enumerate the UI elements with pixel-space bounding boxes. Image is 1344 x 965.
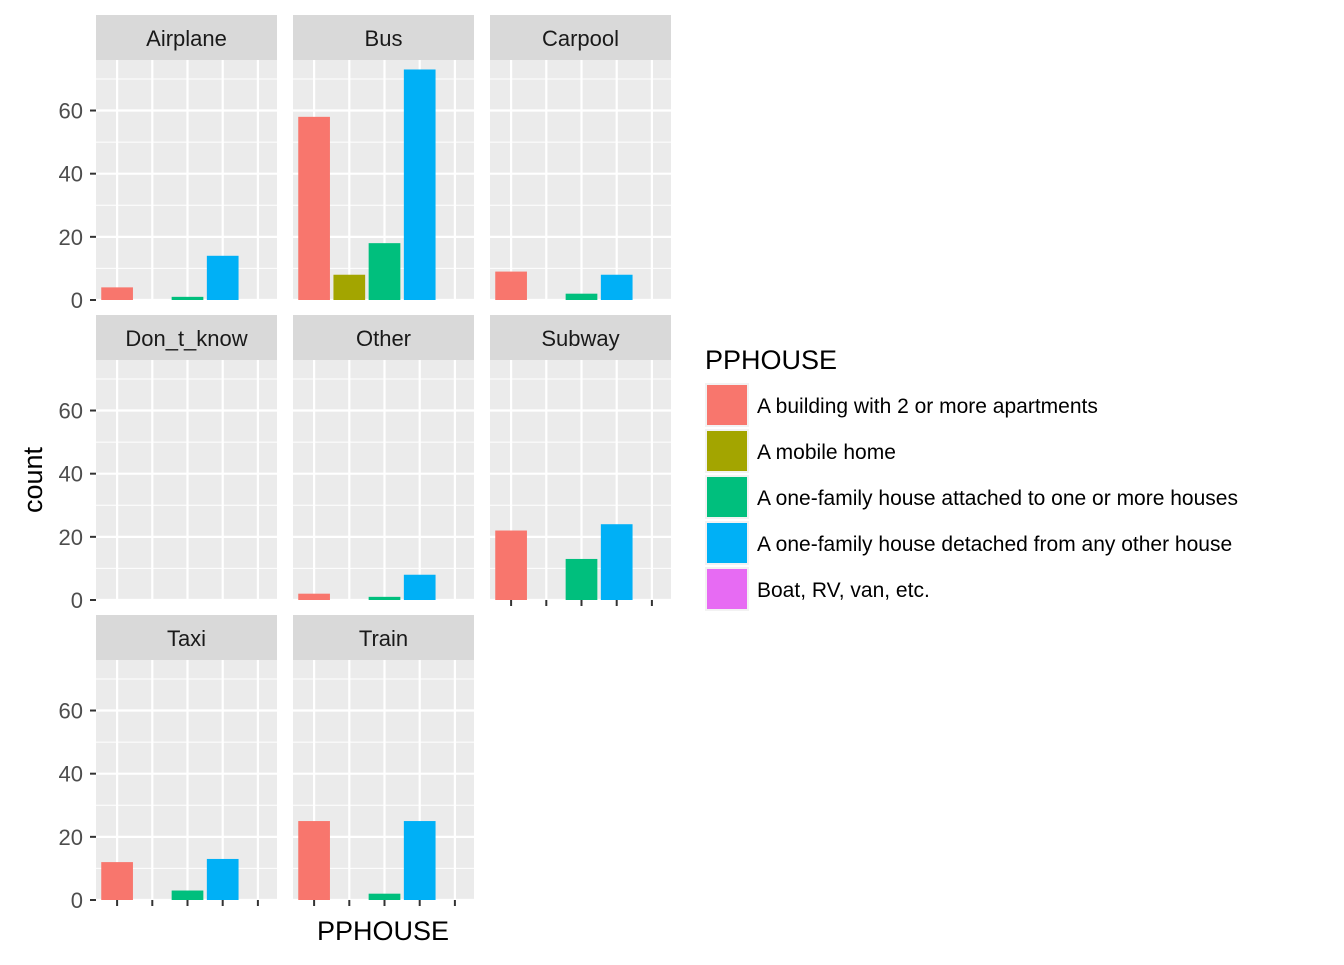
y-tick-label: 60 — [59, 399, 83, 424]
facet-strip-label: Bus — [365, 26, 403, 51]
legend-swatch — [707, 385, 747, 425]
y-axis-title: count — [18, 446, 48, 513]
facet-strip — [293, 15, 474, 60]
bar-Train-2 — [368, 893, 401, 900]
facet-strip-label: Subway — [541, 326, 619, 351]
bar-Taxi-3 — [206, 858, 239, 900]
legend-label: Boat, RV, van, etc. — [757, 579, 930, 602]
facet-strip — [293, 315, 474, 360]
legend-swatch — [707, 431, 747, 471]
legend-swatch — [707, 523, 747, 563]
facet-strip-label: Carpool — [542, 26, 619, 51]
bar-Subway-2 — [565, 558, 598, 600]
legend-swatch — [707, 477, 747, 517]
facet-strip-label: Don_t_know — [125, 326, 247, 351]
bar-Taxi-0 — [101, 862, 133, 900]
bar-Bus-0 — [298, 116, 330, 300]
facet-strip-label: Airplane — [146, 26, 227, 51]
facet-strip — [96, 615, 277, 660]
y-tick-label: 40 — [59, 462, 83, 487]
bar-Bus-3 — [403, 69, 436, 300]
facet-strip-label: Taxi — [167, 626, 206, 651]
y-tick-label: 0 — [71, 888, 83, 913]
bar-Airplane-0 — [101, 287, 133, 300]
facet-strip — [96, 15, 277, 60]
bar-Bus-2 — [368, 243, 401, 300]
bar-Airplane-2 — [171, 296, 204, 300]
legend-title: PPHOUSE — [705, 345, 837, 375]
bar-Bus-1 — [333, 274, 366, 300]
legend-label: A building with 2 or more apartments — [757, 395, 1098, 418]
y-tick-label: 60 — [59, 699, 83, 724]
y-tick-label: 20 — [59, 825, 83, 850]
bar-Airplane-3 — [206, 255, 239, 300]
bar-Subway-3 — [600, 524, 633, 600]
bar-Subway-0 — [495, 530, 527, 600]
facet-strip-label: Other — [356, 326, 411, 351]
bar-Train-3 — [403, 821, 436, 900]
facet-strip — [96, 315, 277, 360]
bar-Other-0 — [298, 593, 330, 600]
bar-Other-2 — [368, 596, 401, 600]
y-tick-label: 0 — [71, 588, 83, 613]
facet-strip — [490, 15, 671, 60]
bar-Train-0 — [298, 821, 330, 900]
y-tick-label: 0 — [71, 288, 83, 313]
legend-label: A mobile home — [757, 441, 896, 464]
legend-label: A one-family house detached from any oth… — [757, 533, 1232, 556]
legend-swatch — [707, 569, 747, 609]
y-tick-label: 20 — [59, 525, 83, 550]
facet-strip — [293, 615, 474, 660]
bar-Carpool-3 — [600, 274, 633, 300]
facet-strip — [490, 315, 671, 360]
y-tick-label: 20 — [59, 225, 83, 250]
y-tick-label: 40 — [59, 762, 83, 787]
bar-Carpool-0 — [495, 271, 527, 300]
bar-Taxi-2 — [171, 890, 204, 900]
bar-Other-3 — [403, 574, 436, 600]
y-tick-label: 60 — [59, 99, 83, 124]
bar-Carpool-2 — [565, 293, 598, 300]
facet-strip-label: Train — [359, 626, 408, 651]
y-tick-label: 40 — [59, 162, 83, 187]
legend-label: A one-family house attached to one or mo… — [757, 487, 1238, 510]
x-axis-title: PPHOUSE — [317, 916, 449, 946]
